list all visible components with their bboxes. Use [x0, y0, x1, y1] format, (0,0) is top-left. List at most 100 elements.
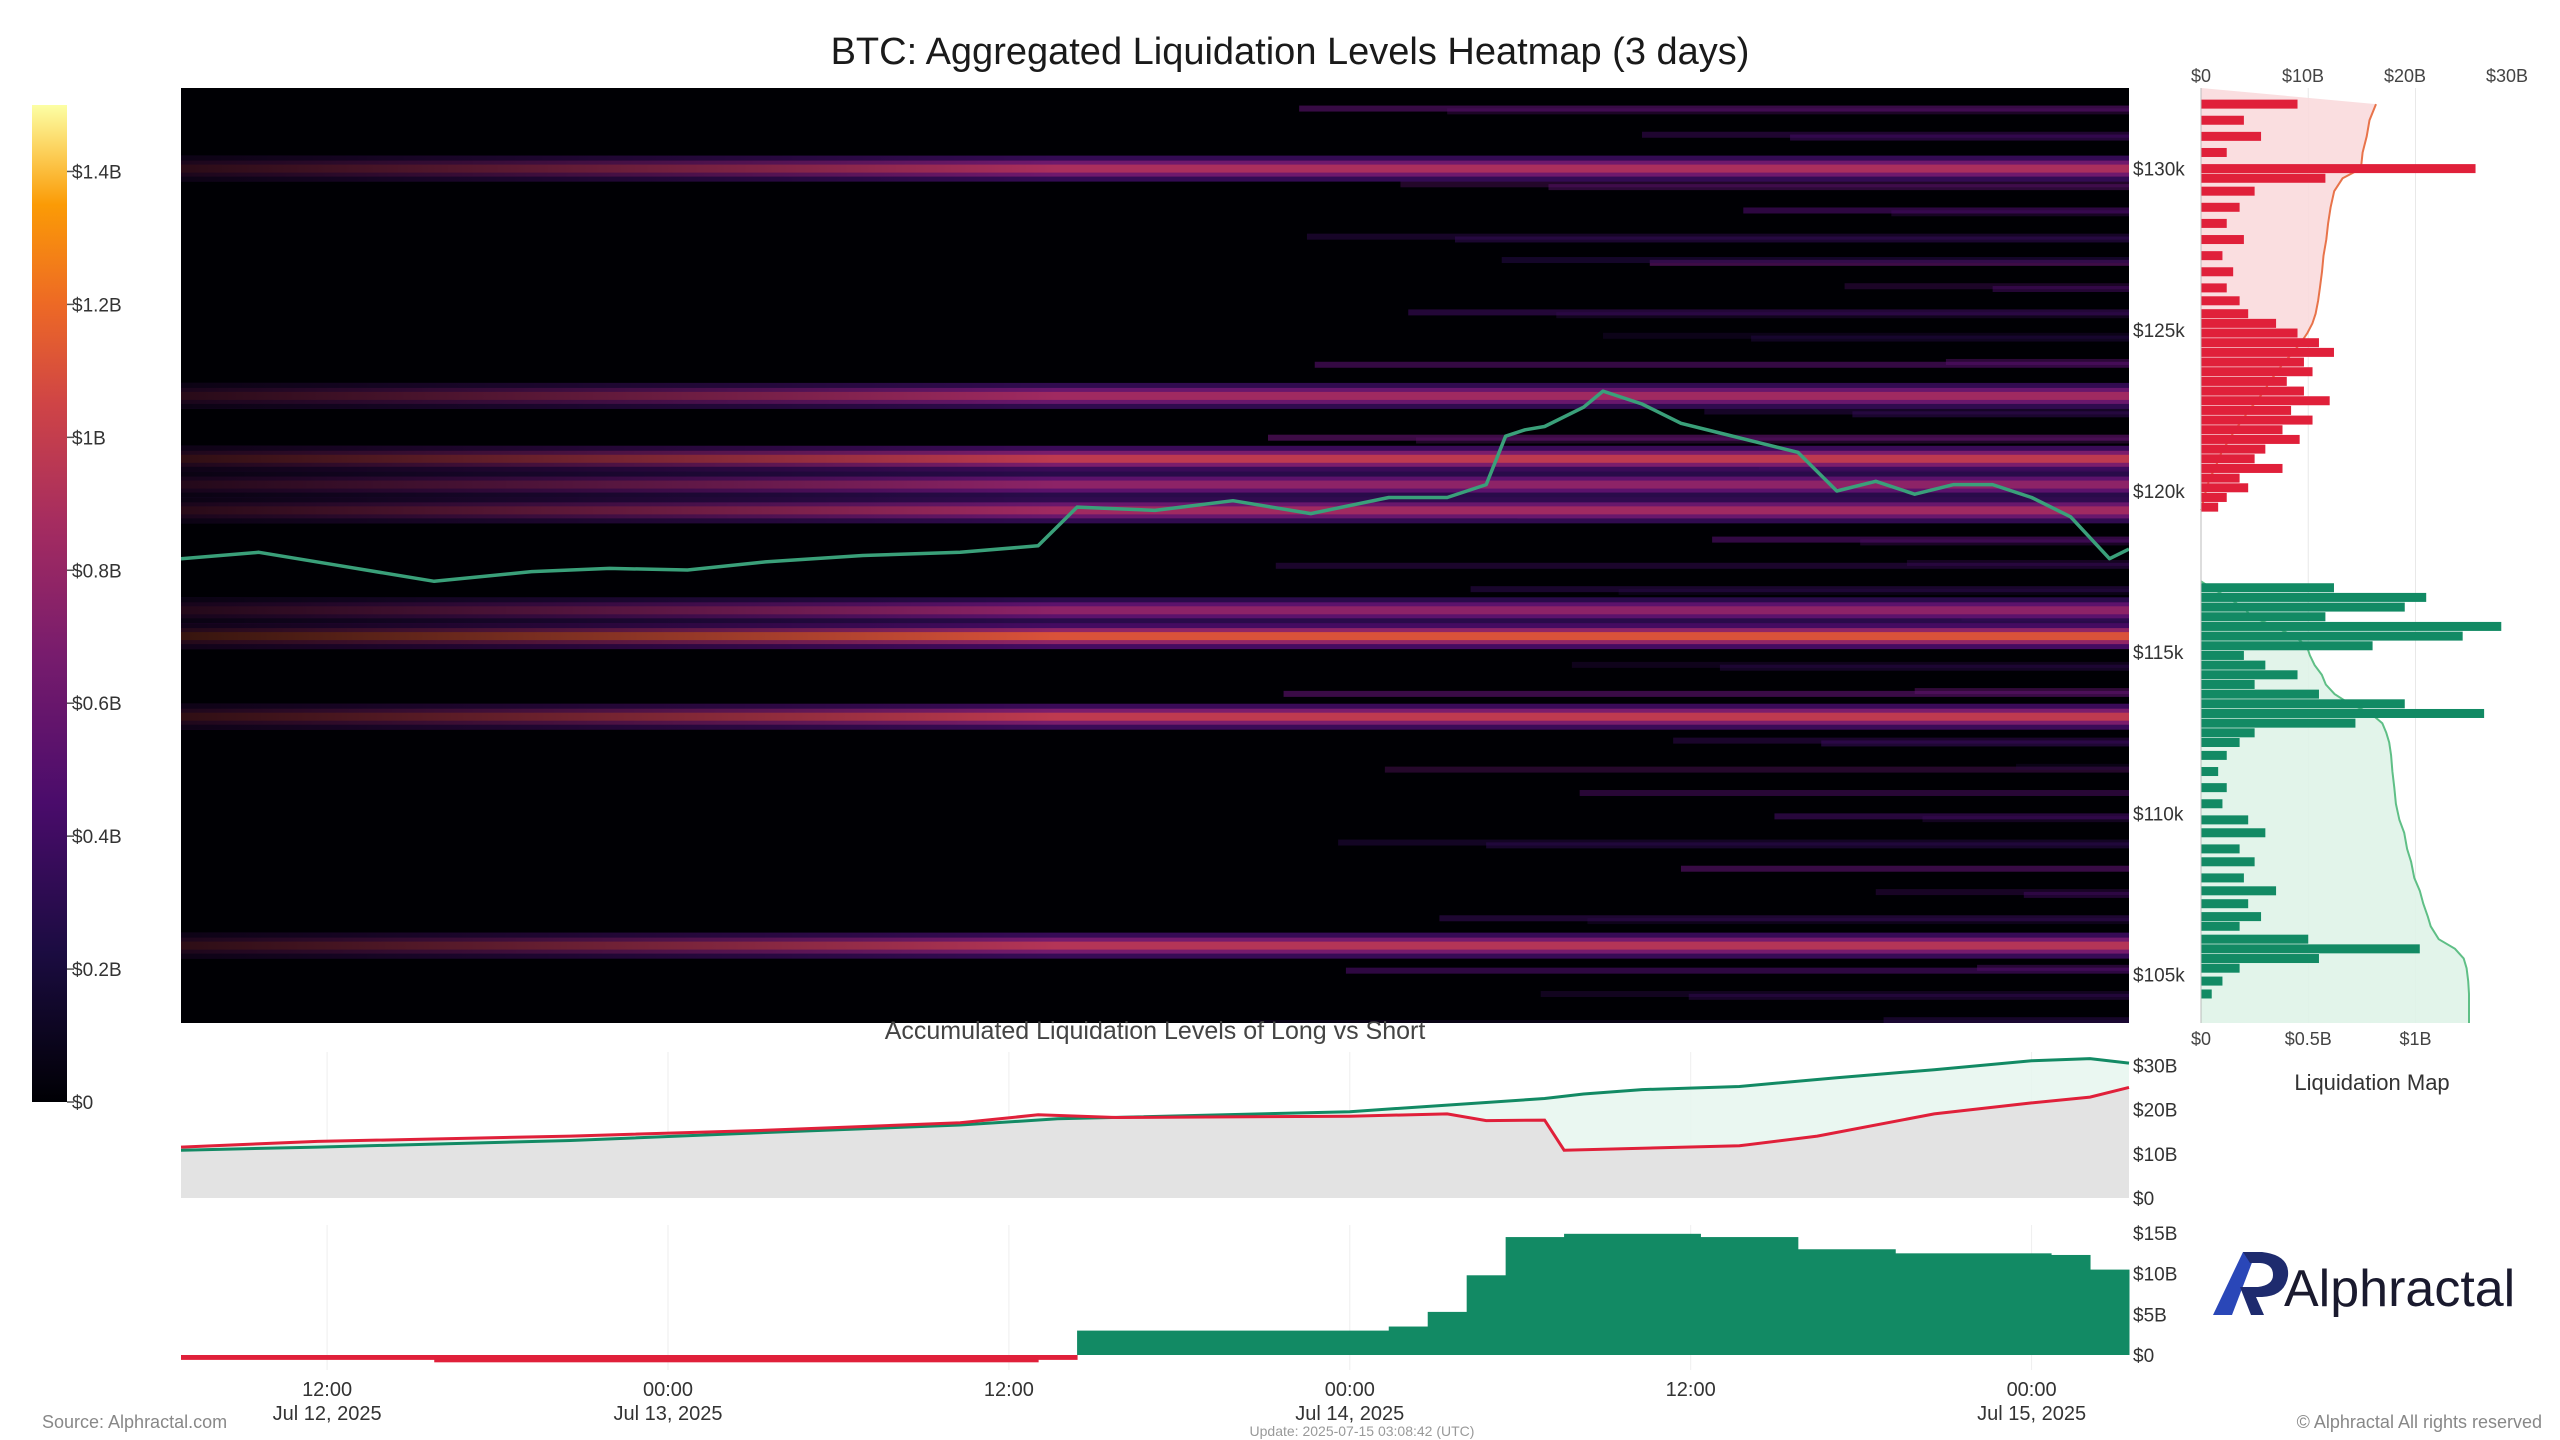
short-liquidation-bar	[2201, 502, 2219, 512]
heatmap-streak	[1579, 789, 2129, 796]
colorbar-tick-label: $0.4B	[72, 827, 122, 848]
x-tick-time: 00:00	[1325, 1379, 1375, 1401]
footer-update: Update: 2025-07-15 03:08:42 (UTC)	[1250, 1423, 1475, 1439]
accum-gap-area	[181, 1058, 2129, 1151]
delta-negative-bar	[434, 1355, 1039, 1363]
long-liquidation-bar	[2201, 699, 2405, 709]
heatmap-streak	[1790, 134, 2129, 141]
delta-negative-bar	[1038, 1355, 1078, 1360]
short-liquidation-bar	[2201, 473, 2240, 483]
heatmap-streak	[1283, 690, 2129, 697]
long-liquidation-bar	[2201, 912, 2262, 922]
x-tick-date: Jul 14, 2025	[1295, 1403, 1404, 1425]
heatmap-streak	[1501, 257, 2129, 264]
heatmap-streak	[1743, 207, 2129, 214]
long-liquidation-bar	[2201, 844, 2240, 854]
colorbar-tick-label: $0	[72, 1093, 93, 1114]
heatmap-band	[181, 155, 2129, 182]
heatmap-streak	[1642, 131, 2129, 138]
short-liquidation-bar	[2201, 434, 2300, 444]
heatmap-streak	[1680, 865, 2129, 872]
short-liquidation-bar	[2201, 202, 2240, 212]
heatmap-streak	[1844, 283, 2129, 290]
heatmap-streak	[1275, 562, 2129, 569]
delta-y-tick-label: $15B	[2133, 1224, 2177, 1245]
heatmap-streak	[1571, 661, 2129, 668]
short-liquidation-bar	[2201, 492, 2227, 502]
x-tick-date: Jul 13, 2025	[614, 1403, 723, 1425]
footer-source: Source: Alphractal.com	[42, 1412, 227, 1432]
delta-y-ticks: $15B $10B $5B $0	[2133, 1224, 2177, 1367]
heatmap-streak	[2023, 891, 2129, 898]
long-liquidation-bar	[2201, 641, 2373, 651]
heatmap-streak	[1338, 839, 2129, 846]
short-liquidation-bar	[2201, 357, 2304, 367]
colorbar-tick-label: $0.2B	[72, 960, 122, 981]
short-liquidation-bar	[2201, 425, 2283, 435]
footer-copyright: © Alphractal All rights reserved	[2297, 1412, 2542, 1432]
heatmap-streak	[1719, 664, 2129, 671]
short-liquidation-bar	[2201, 115, 2244, 125]
short-liquidation-bar	[2201, 405, 2292, 415]
accumulated-panel	[180, 1052, 2130, 1198]
delta-positive-bar	[1388, 1326, 1429, 1355]
long-liquidation-bar	[2201, 708, 2485, 718]
long-liquidation-bar	[2201, 873, 2244, 883]
long-liquidation-bar	[2201, 954, 2319, 964]
long-liquidation-bar	[2201, 679, 2255, 689]
long-liquidation-bar	[2201, 767, 2219, 777]
short-liquidation-bar	[2201, 296, 2240, 306]
short-liquidation-bar	[2201, 186, 2255, 196]
liquidation-map-top-ticks: $0 $10B $20B $30B	[2191, 66, 2528, 86]
heatmap-streak	[1712, 536, 2129, 543]
short-liquidation-bar	[2201, 283, 2227, 293]
long-liquidation-bar	[2201, 750, 2227, 760]
accum-y-tick-label: $0	[2133, 1189, 2154, 1210]
heatmap-band	[181, 445, 2129, 472]
accumulated-panel-title: Accumulated Liquidation Levels of Long v…	[885, 1017, 1426, 1045]
colorbar-tick-label: $1B	[72, 428, 106, 449]
heatmap-streak	[1751, 335, 2129, 342]
liq-top-tick-label: $20B	[2384, 66, 2426, 86]
colorbar-ticks: $1.4B $1.2B $1B $0.8B $0.6B $0.4B $0.2B $0	[67, 162, 122, 1114]
heatmap-streak	[1439, 915, 2129, 922]
heatmap-streak	[1906, 559, 2129, 566]
short-liquidation-bar	[2201, 318, 2277, 328]
colorbar-tick-label: $0.6B	[72, 694, 122, 715]
heatmap-streak	[1408, 309, 2129, 316]
long-liquidation-bar	[2201, 857, 2255, 867]
accum-y-tick-label: $10B	[2133, 1145, 2177, 1166]
short-liquidation-bar	[2201, 444, 2266, 454]
accum-y-tick-label: $20B	[2133, 1101, 2177, 1122]
delta-positive-bar	[2090, 1269, 2130, 1355]
heatmap-band	[181, 471, 2129, 498]
heatmap-streak	[1314, 361, 2129, 368]
short-liquidation-bar	[2201, 463, 2283, 473]
long-liquidation-bar	[2201, 738, 2240, 747]
delta-positive-bar	[1564, 1233, 1701, 1355]
short-liquidation-bar	[2201, 396, 2330, 406]
short-liquidation-bar	[2201, 454, 2255, 464]
colorbar-tick-label: $0.8B	[72, 561, 122, 582]
heatmap-streak	[1774, 813, 2129, 820]
delta-positive-bar	[2051, 1254, 2091, 1355]
short-liquidation-bar	[2201, 235, 2244, 245]
liq-top-tick-label: $30B	[2486, 66, 2528, 86]
long-liquidation-bar	[2201, 602, 2405, 612]
heatmap-y-tick-label: $130k	[2133, 160, 2185, 181]
long-liquidation-bar	[2201, 631, 2463, 641]
x-tick-time: 00:00	[643, 1379, 693, 1401]
alphractal-logo: Alphractal	[2213, 1252, 2515, 1318]
long-liquidation-bar	[2201, 689, 2319, 699]
liquidation-map-bottom-ticks: $0 $0.5B $1B	[2191, 1029, 2432, 1049]
heatmap-streak	[1252, 1020, 2129, 1023]
colorbar-tick-label: $1.2B	[72, 295, 122, 316]
long-liquidation-bar	[2201, 783, 2227, 793]
liq-bottom-tick-label: $1B	[2399, 1029, 2431, 1049]
long-liquidation-bar	[2201, 944, 2420, 954]
accum-short-area	[181, 1087, 2129, 1198]
short-liquidation-bar	[2201, 267, 2234, 277]
heatmap-y-ticks: $130k $125k $120k $115k $110k $105k	[2133, 160, 2185, 987]
short-liquidation-bar	[2201, 164, 2476, 174]
heatmap-band	[181, 382, 2129, 409]
